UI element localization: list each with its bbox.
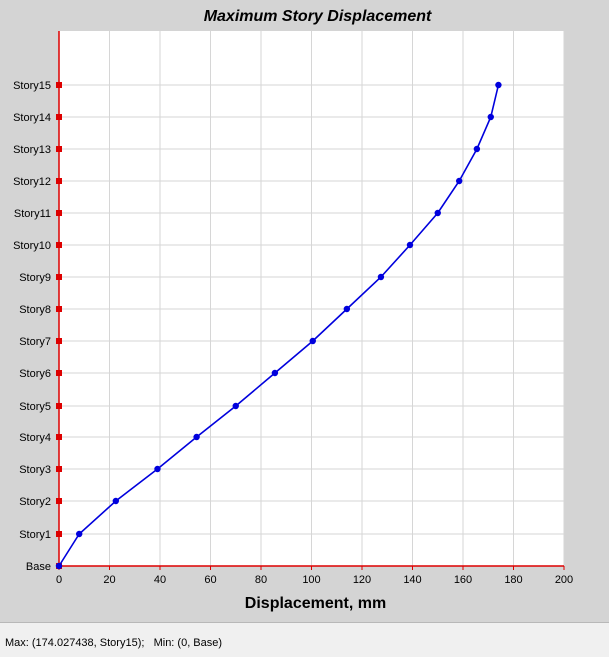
- x-tick-label: 140: [403, 574, 421, 586]
- series-line: [58, 84, 500, 567]
- x-tick-label: 180: [504, 574, 522, 586]
- data-point: [232, 402, 239, 410]
- y-tick-marker: [56, 306, 62, 312]
- y-tick-label: Story7: [19, 336, 51, 348]
- y-tick-marker: [56, 146, 62, 152]
- y-tick-label: Story1: [19, 529, 51, 541]
- y-tick-marker: [56, 403, 62, 409]
- y-tick-marker: [56, 370, 62, 376]
- y-tick-label: Story12: [13, 176, 51, 188]
- data-point: [343, 305, 351, 313]
- y-tick-marker: [56, 498, 62, 504]
- data-point: [193, 433, 200, 441]
- y-tick-label: Story8: [19, 304, 51, 316]
- chart-title: Maximum Story Displacement: [204, 8, 432, 25]
- y-tick-marker: [56, 82, 62, 88]
- data-point: [55, 562, 63, 570]
- y-tick-label: Story10: [13, 240, 51, 252]
- x-tick-label: 40: [154, 574, 166, 586]
- y-tick-label: Story6: [19, 368, 51, 380]
- y-tick-label: Story9: [19, 272, 51, 284]
- x-tick-label: 80: [255, 574, 267, 586]
- chart-panel: 0 20 40 60 80 100 120 140 160 180 200 Base Story1 Sto…: [13, 8, 574, 612]
- x-tick-label: 100: [302, 574, 320, 586]
- y-tick-label: Story3: [19, 464, 51, 476]
- status-text: Max: (174.027438, Story15); Min: (0, Bas…: [5, 637, 223, 649]
- data-point: [271, 369, 279, 377]
- y-tick-label: Story4: [19, 432, 51, 444]
- data-point: [473, 145, 481, 153]
- data-point: [112, 497, 120, 505]
- y-tick-marker: [56, 274, 62, 280]
- displacement-chart: 0 20 40 60 80 100 120 140 160 180 200 Base Story1 Sto…: [13, 8, 573, 612]
- data-point: [495, 81, 502, 89]
- y-tick-marker: [56, 178, 62, 184]
- x-axis-label: Displacement, mm: [245, 595, 386, 612]
- y-tick-marker: [56, 531, 62, 537]
- axes: 0 20 40 60 80 100 120 140 160 180 200 Base Story1 Sto…: [13, 31, 573, 586]
- x-tick-label: 120: [353, 574, 371, 586]
- y-tick-label: Story15: [13, 80, 51, 92]
- data-point: [434, 209, 441, 217]
- data-point: [154, 465, 161, 473]
- x-tick-label: 60: [204, 574, 216, 586]
- data-point: [76, 530, 83, 538]
- series-layer: [55, 81, 502, 570]
- x-tick-label: 200: [555, 574, 573, 586]
- y-tick-marker: [56, 466, 62, 472]
- y-tick-marker: [56, 338, 62, 344]
- y-tick-label: Story14: [13, 112, 51, 124]
- data-point: [456, 177, 463, 185]
- y-tick-label: Base: [26, 561, 51, 573]
- data-point: [406, 241, 414, 249]
- y-tick-label: Story11: [14, 208, 51, 220]
- x-tick-label: 0: [56, 574, 62, 586]
- grid: [59, 31, 565, 566]
- data-point: [377, 273, 385, 281]
- y-tick-marker: [56, 114, 62, 120]
- y-tick-label: Story2: [19, 496, 51, 508]
- y-tick-label: Story13: [13, 144, 51, 156]
- y-tick-marker: [56, 242, 62, 248]
- x-tick-label: 20: [103, 574, 115, 586]
- x-tick-label: 160: [454, 574, 472, 586]
- y-tick-marker: [56, 434, 62, 440]
- data-point: [309, 337, 316, 345]
- y-tick-label: Story5: [19, 401, 51, 413]
- data-point: [487, 113, 494, 121]
- y-tick-marker: [56, 210, 62, 216]
- status-bar: Max: (174.027438, Story15); Min: (0, Bas…: [0, 622, 609, 657]
